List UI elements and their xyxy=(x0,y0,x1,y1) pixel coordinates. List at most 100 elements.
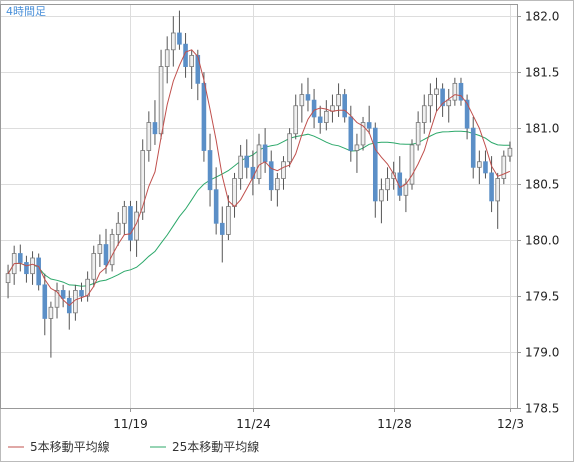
candle xyxy=(244,139,250,179)
candle-body-up xyxy=(140,150,146,213)
candle-body-up xyxy=(281,161,286,179)
candle xyxy=(128,200,133,252)
candle xyxy=(409,139,415,190)
candle xyxy=(213,167,219,235)
candle-body-down xyxy=(311,99,317,118)
candle-body-up xyxy=(495,178,500,202)
candle xyxy=(317,105,323,134)
candle-body-up xyxy=(122,206,127,224)
candle xyxy=(434,77,439,112)
candle-body-up xyxy=(385,178,390,191)
x-tick-label: 11/28 xyxy=(377,417,412,431)
candle-body-down xyxy=(458,82,464,101)
candle xyxy=(146,111,152,162)
candle xyxy=(311,88,317,129)
candle-body-down xyxy=(18,253,23,263)
y-tick-label: 178.5 xyxy=(525,402,559,416)
candle-body-up xyxy=(354,144,360,151)
candle-body-up xyxy=(403,183,409,196)
candle xyxy=(501,150,507,185)
candle xyxy=(446,88,452,123)
candle xyxy=(305,77,311,112)
candle xyxy=(464,94,470,140)
candle xyxy=(189,49,194,89)
candle-body-down xyxy=(244,155,250,168)
candle xyxy=(103,228,109,274)
ma5-line-layer xyxy=(7,49,511,307)
candle xyxy=(483,150,488,179)
y-tick-label: 179.0 xyxy=(525,346,559,360)
candle xyxy=(91,245,97,288)
candle-body-down xyxy=(128,206,133,241)
candle-body-up xyxy=(30,257,35,275)
candle xyxy=(458,77,464,106)
candle-body-down xyxy=(262,144,268,163)
candle xyxy=(85,271,90,302)
candle-body-up xyxy=(501,155,507,179)
candle xyxy=(287,128,292,168)
candle-body-down xyxy=(152,122,158,135)
candle xyxy=(275,172,280,207)
candle xyxy=(281,156,286,190)
y-tick-label: 180.0 xyxy=(525,234,559,248)
x-axis-ticks: 11/19 11/24 11/28 12/3 xyxy=(113,408,524,431)
candle-body-down xyxy=(483,161,488,174)
candle-body-down xyxy=(42,284,48,319)
candle xyxy=(415,111,421,151)
candle xyxy=(385,167,390,201)
candle xyxy=(171,16,176,67)
legend-ma5-label: 5本移動平均線 xyxy=(30,439,110,454)
candle-body-up xyxy=(115,222,121,235)
x-tick-label: 12/3 xyxy=(497,417,524,431)
y-tick-label: 180.5 xyxy=(525,178,559,192)
candle-body-down xyxy=(305,94,311,101)
candle xyxy=(293,94,299,140)
candle-body-up xyxy=(5,273,11,284)
candle-body-up xyxy=(428,94,433,107)
candle-body-down xyxy=(464,99,470,129)
candle xyxy=(42,273,48,336)
x-tick-label: 11/24 xyxy=(236,417,271,431)
candle-body-up xyxy=(379,189,384,202)
candle-body-up xyxy=(415,122,421,146)
candle-body-down xyxy=(342,94,347,118)
candle-body-down xyxy=(372,127,378,202)
candle-body-down xyxy=(470,127,476,168)
candle-body-down xyxy=(366,122,372,129)
candle xyxy=(299,83,305,123)
candles-layer xyxy=(5,10,513,358)
candle-body-down xyxy=(348,116,354,151)
candle xyxy=(342,88,347,123)
candle-body-down xyxy=(201,82,207,151)
candle-body-up xyxy=(164,49,170,67)
candle xyxy=(158,49,164,140)
candle-body-up xyxy=(158,66,164,135)
candle-body-up xyxy=(324,110,329,123)
candle xyxy=(452,77,458,106)
grid-lines xyxy=(1,5,517,409)
candle xyxy=(391,161,396,190)
candle-body-down xyxy=(213,189,219,224)
candle xyxy=(495,172,500,229)
y-tick-label: 182.0 xyxy=(525,10,559,24)
candle xyxy=(440,83,445,117)
ma5-line xyxy=(7,49,511,307)
candle xyxy=(122,200,127,235)
candle-body-up xyxy=(146,122,152,151)
candle-body-down xyxy=(36,257,41,286)
candle-body-up xyxy=(48,306,54,319)
candle xyxy=(30,251,35,285)
candle xyxy=(54,282,60,319)
chart-title: 4時間足 xyxy=(6,5,46,18)
candle xyxy=(152,100,158,145)
candle xyxy=(48,301,54,358)
legend: 5本移動平均線 25本移動平均線 xyxy=(8,439,259,454)
candle-body-down xyxy=(24,262,29,275)
candle xyxy=(379,178,384,224)
candle xyxy=(164,36,170,84)
candle xyxy=(477,150,482,185)
candle-body-up xyxy=(54,290,60,308)
candle xyxy=(115,212,121,246)
candle xyxy=(470,116,476,179)
